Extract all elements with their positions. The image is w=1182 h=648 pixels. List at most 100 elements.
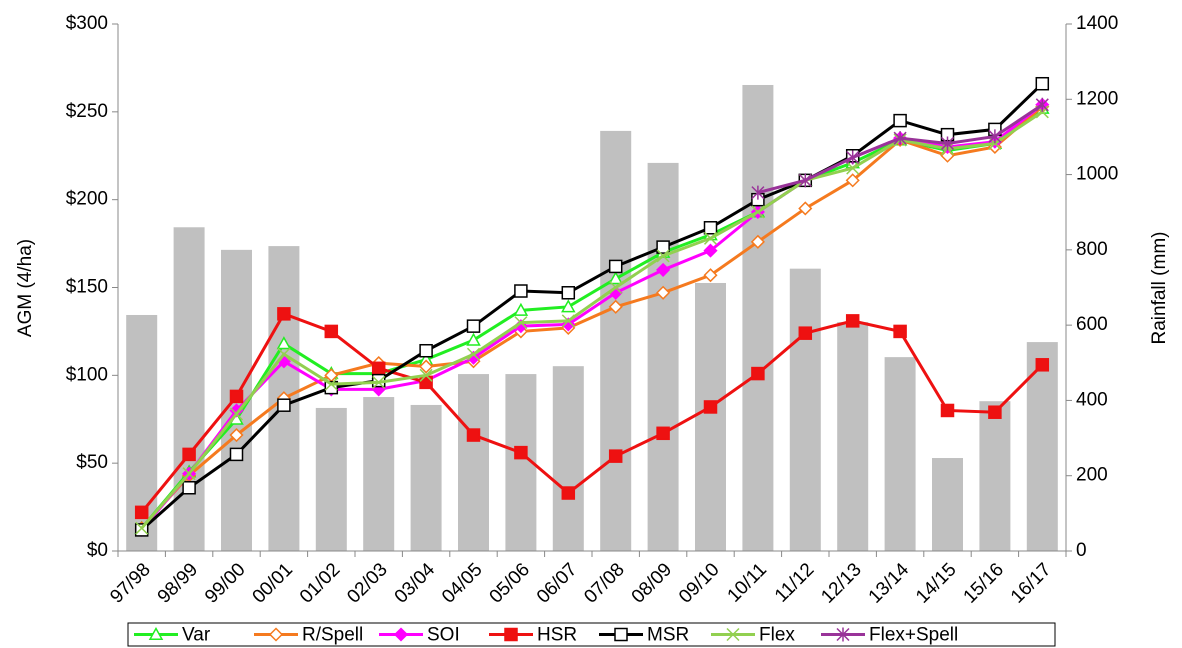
marker (229, 447, 244, 462)
x-tick-label: 10/11 (724, 559, 771, 606)
marker (608, 271, 623, 285)
x-tick-label: 15/16 (960, 559, 1008, 607)
marker (561, 286, 576, 300)
y-tick-label: $50 (76, 452, 108, 473)
marker (466, 428, 481, 442)
x-tick-label: 08/09 (628, 559, 676, 607)
y2-axis-label: Rainfall (mm) (1149, 232, 1170, 345)
rainfall-bar (552, 366, 584, 551)
x-tick-label: 09/10 (675, 559, 723, 607)
marker (419, 343, 433, 358)
marker (798, 173, 812, 188)
marker (514, 445, 528, 460)
marker (608, 299, 623, 314)
legend-label: Flex+Spell (869, 625, 958, 646)
series-line (140, 312, 1044, 514)
rainfall-bar (789, 268, 821, 551)
series-line (140, 110, 1044, 530)
x-tick-label: 16/17 (1007, 559, 1055, 607)
marker (798, 326, 813, 340)
rainfall-bar (979, 401, 1011, 551)
marker (277, 307, 291, 321)
rainfall-bar (1026, 342, 1058, 551)
marker (324, 377, 338, 391)
x-tick-label: 12/13 (817, 559, 865, 607)
rainfall-bar (647, 162, 679, 551)
marker (148, 626, 164, 641)
y2-tick-label: 1400 (1076, 13, 1118, 34)
rainfall-bar (742, 84, 774, 551)
marker (751, 185, 765, 200)
y2-tick-label: 400 (1076, 389, 1108, 410)
y2-tick-label: 1000 (1076, 164, 1118, 185)
rainfall-bar (837, 322, 869, 551)
marker (1035, 97, 1049, 112)
y-tick-label: $200 (66, 189, 108, 210)
series-line (140, 105, 1044, 530)
marker (656, 249, 670, 263)
marker (268, 627, 284, 642)
marker (229, 407, 244, 421)
marker (703, 268, 718, 283)
marker (988, 405, 1002, 419)
marker (940, 403, 955, 418)
rainfall-bar (600, 130, 632, 552)
marker (324, 324, 339, 339)
marker (182, 447, 196, 462)
marker (135, 521, 149, 535)
x-tick-label: 01/02 (296, 559, 344, 607)
marker (656, 240, 670, 254)
marker (182, 481, 196, 495)
marker (419, 368, 433, 382)
marker (614, 627, 628, 642)
marker (504, 627, 518, 642)
y-tick-label: $250 (66, 101, 108, 122)
x-tick-label: 98/99 (154, 559, 202, 607)
rainfall-bar (410, 404, 442, 551)
marker (846, 161, 860, 175)
y-tick-label: $300 (66, 13, 108, 34)
marker (750, 234, 765, 249)
rainfall-bar (458, 374, 489, 551)
series (751, 97, 1049, 200)
rainfall-bar (884, 357, 916, 551)
marker (419, 375, 433, 390)
rainfall-bar (932, 458, 963, 551)
marker (893, 113, 907, 128)
marker (798, 201, 813, 216)
marker (229, 427, 244, 443)
x-tick-label: 00/01 (249, 559, 297, 607)
legend-label: SOI (427, 625, 460, 646)
marker (940, 136, 955, 151)
x-tick-label: 99/00 (201, 559, 249, 607)
marker (371, 361, 386, 376)
rainfall-bar (695, 282, 726, 551)
legend-label: HSR (537, 625, 577, 646)
marker (466, 319, 481, 333)
marker (656, 262, 671, 277)
marker (134, 505, 149, 520)
marker (751, 205, 765, 219)
marker (703, 243, 718, 258)
legend-label: R/Spell (302, 625, 363, 646)
x-tick-label: 14/15 (912, 559, 960, 607)
marker (134, 523, 149, 537)
marker (229, 389, 244, 404)
legend-label: Var (182, 625, 211, 646)
y2-tick-label: 200 (1076, 465, 1108, 486)
marker (1035, 76, 1050, 91)
marker (514, 316, 528, 330)
marker (893, 131, 907, 146)
marker (845, 314, 860, 328)
marker (277, 398, 291, 412)
marker (846, 150, 860, 165)
marker (393, 627, 409, 642)
marker (513, 302, 529, 316)
marker (466, 332, 481, 346)
marker (893, 324, 907, 339)
y2-tick-label: 800 (1076, 239, 1108, 260)
y2-tick-label: 0 (1076, 540, 1087, 561)
marker (609, 280, 623, 295)
marker (608, 259, 623, 274)
